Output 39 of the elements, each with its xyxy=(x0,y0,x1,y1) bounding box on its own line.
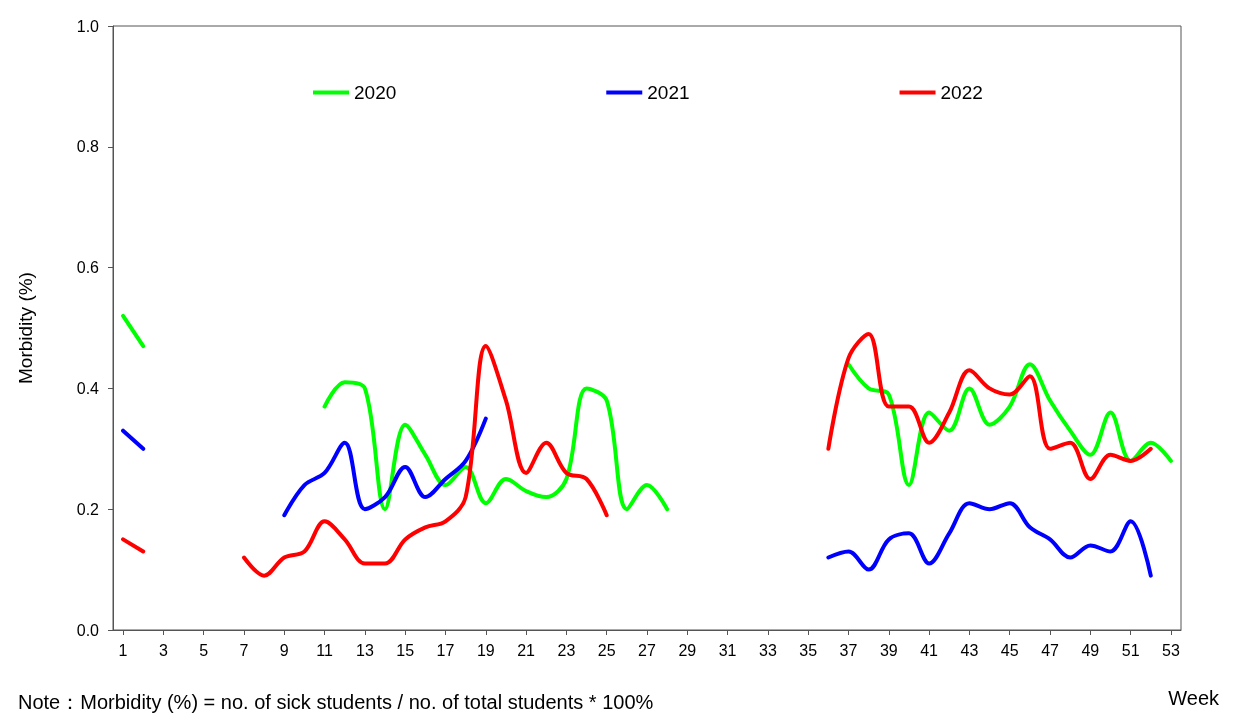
x-tick-label: 5 xyxy=(199,641,209,659)
x-tick-label: 37 xyxy=(839,641,858,659)
x-tick-label: 31 xyxy=(718,641,737,659)
y-tick-label: 0.6 xyxy=(76,259,100,277)
x-tick-label: 3 xyxy=(158,641,168,659)
x-tick-label: 35 xyxy=(799,641,818,659)
x-tick-label: 13 xyxy=(355,641,374,659)
y-tick-label: 0.4 xyxy=(76,379,100,397)
y-axis-title: Morbidity (%) xyxy=(15,272,36,384)
x-tick-label: 49 xyxy=(1081,641,1100,659)
text: Note：Morbidity (%) = no. of sick students / no. of total students * 100% xyxy=(18,691,654,713)
x-tick-label: 7 xyxy=(239,641,249,659)
legend-label: 2022 xyxy=(940,82,983,103)
x-tick-label: 15 xyxy=(396,641,415,659)
x-tick-label: 11 xyxy=(316,641,333,659)
y-tick-label: 0.0 xyxy=(76,621,100,639)
legend-label: 2021 xyxy=(647,82,690,103)
x-tick-label: 21 xyxy=(517,641,536,659)
x-tick-label: 17 xyxy=(436,641,455,659)
x-tick-label: 29 xyxy=(678,641,697,659)
x-tick-label: 19 xyxy=(476,641,495,659)
x-tick-label: 27 xyxy=(638,641,656,659)
x-tick-label: 9 xyxy=(279,641,289,659)
x-tick-label: 1 xyxy=(118,641,128,659)
x-tick-label: 43 xyxy=(960,641,979,659)
y-tick-label: 1.0 xyxy=(76,17,100,35)
x-tick-label: 23 xyxy=(557,641,576,659)
x-tick-label: 33 xyxy=(759,641,777,659)
x-tick-label: 53 xyxy=(1162,641,1180,659)
x-tick-label: 47 xyxy=(1041,641,1060,659)
x-tick-label: 41 xyxy=(920,641,939,659)
x-tick-label: 51 xyxy=(1121,641,1140,659)
y-tick-label: 0.2 xyxy=(76,500,100,518)
y-tick-label: 0.8 xyxy=(76,138,100,156)
legend-label: 2020 xyxy=(354,82,397,103)
x-tick-label: 39 xyxy=(879,641,898,659)
x-axis-title: Week xyxy=(1168,687,1220,709)
x-tick-label: 25 xyxy=(597,641,616,659)
x-tick-label: 45 xyxy=(1000,641,1019,659)
